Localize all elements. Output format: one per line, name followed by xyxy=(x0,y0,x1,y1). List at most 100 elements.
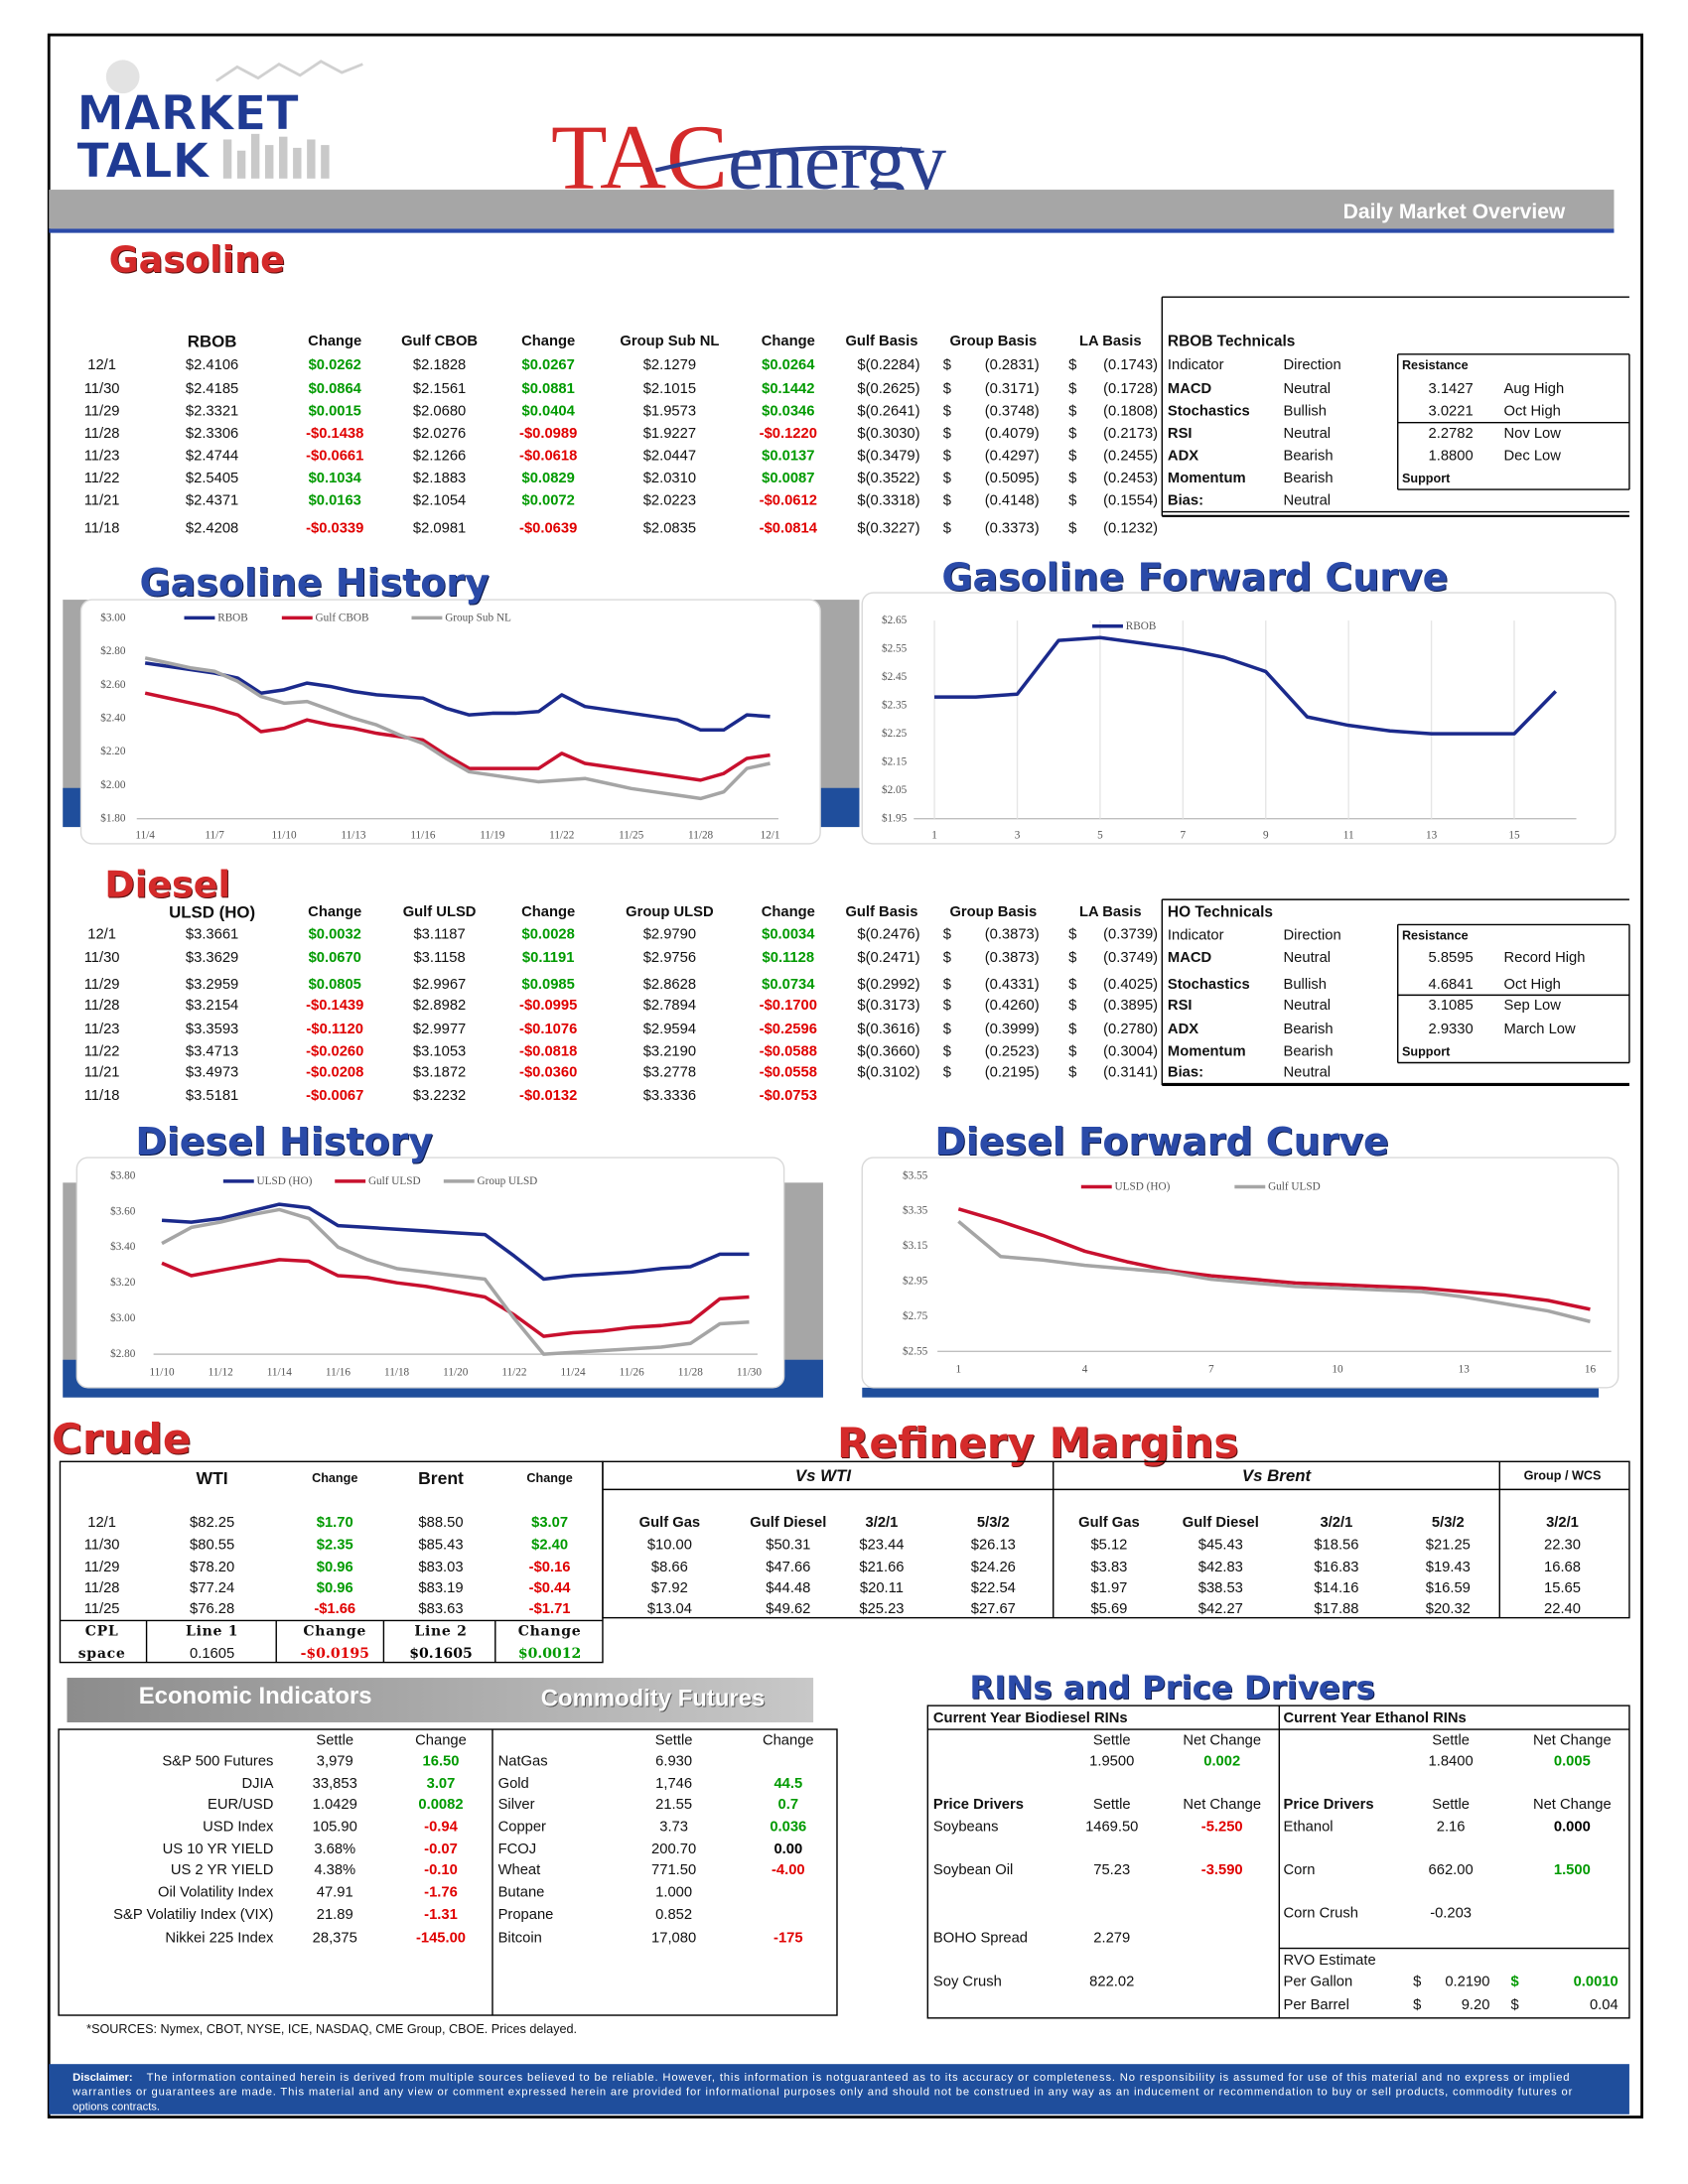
cell: Corn Crush xyxy=(1284,1905,1358,1921)
cell: $ xyxy=(943,357,951,373)
cell: March Low xyxy=(1503,1022,1575,1037)
x-tick-label: 11/10 xyxy=(149,1366,175,1378)
cell: $2.4106 xyxy=(186,357,238,373)
cell: 16.50 xyxy=(423,1753,460,1769)
cell: 822.02 xyxy=(1089,1974,1134,1989)
series-line xyxy=(161,1202,750,1282)
cell: 21.89 xyxy=(317,1907,353,1923)
cell: $0.0864 xyxy=(309,381,362,397)
cell: $44.48 xyxy=(766,1580,810,1596)
column-header: Gulf ULSD xyxy=(403,904,477,920)
cell: 1.500 xyxy=(1554,1862,1591,1878)
cell: -$1.66 xyxy=(314,1601,355,1617)
cell: ADX xyxy=(1168,448,1198,464)
y-tick-label: $3.40 xyxy=(110,1241,136,1253)
cell: USD Index xyxy=(203,1819,274,1835)
column-header: Group ULSD xyxy=(626,904,714,920)
x-tick-label: 10 xyxy=(1332,1364,1343,1376)
cell: $7.92 xyxy=(651,1580,688,1596)
cell: $27.67 xyxy=(971,1601,1016,1617)
section-title: Crude xyxy=(52,1415,191,1463)
y-tick-label: $2.35 xyxy=(882,700,908,712)
cell: NatGas xyxy=(498,1753,548,1769)
x-tick-label: 13 xyxy=(1459,1364,1471,1376)
cell: Oct High xyxy=(1503,403,1560,419)
cell: (0.3749) xyxy=(1103,950,1158,966)
cell: Settle xyxy=(316,1732,353,1748)
cell: 3.1427 xyxy=(1429,381,1474,397)
y-tick-label: $3.15 xyxy=(903,1240,928,1252)
column-header: 3/2/1 xyxy=(866,1515,899,1531)
column-header: Change xyxy=(308,334,361,349)
cell: -$0.0618 xyxy=(519,448,577,464)
column-header: Gulf Diesel xyxy=(1183,1515,1259,1531)
cell: $2.9967 xyxy=(413,977,466,993)
y-tick-label: $3.00 xyxy=(110,1312,136,1324)
cell: $0.0262 xyxy=(309,357,361,373)
cell: -$0.0661 xyxy=(306,448,363,464)
cell: 11/21 xyxy=(84,1064,120,1080)
cell: (0.1808) xyxy=(1103,403,1158,419)
cell: 1469.50 xyxy=(1085,1819,1138,1835)
cell: $2.3321 xyxy=(186,403,238,419)
x-tick-label: 7 xyxy=(1208,1364,1214,1376)
cell: 11/22 xyxy=(84,1043,120,1059)
cell: Settle xyxy=(1432,1732,1470,1748)
cell: $0.0985 xyxy=(522,977,575,993)
cell: Support xyxy=(1402,1044,1451,1058)
cell: $ xyxy=(1413,1997,1421,2013)
cell: $0.0805 xyxy=(309,977,361,993)
disclaimer-text: warranties or guarantees are made. This … xyxy=(71,2086,1572,2098)
cell: Sep Low xyxy=(1503,998,1561,1014)
cell: $ xyxy=(1068,977,1076,993)
cell: -$0.1076 xyxy=(519,1022,577,1037)
column-header: LA Basis xyxy=(1079,334,1142,349)
cell: 0.7 xyxy=(778,1797,799,1813)
series-line xyxy=(144,691,771,782)
disclaimer-band xyxy=(49,2064,1629,2115)
x-tick-label: 11/7 xyxy=(205,830,224,842)
y-tick-label: $2.95 xyxy=(903,1275,928,1287)
x-tick-label: 4 xyxy=(1082,1364,1088,1376)
y-tick-label: $2.00 xyxy=(100,779,126,791)
technicals-title: RBOB Technicals xyxy=(1168,334,1295,350)
cell: Line 1 xyxy=(186,1624,238,1640)
cell: 1.0429 xyxy=(313,1797,357,1813)
y-tick-label: $2.80 xyxy=(110,1348,136,1360)
column-header: Gulf Gas xyxy=(1078,1515,1139,1531)
series-line xyxy=(957,1220,1591,1323)
cell: 3.68% xyxy=(314,1842,355,1857)
cell: 3.1085 xyxy=(1429,998,1474,1014)
y-tick-label: $2.45 xyxy=(882,671,908,683)
cell: $5.69 xyxy=(1090,1601,1127,1617)
disclaimer-text: options contracts. xyxy=(72,2102,160,2114)
cell: $2.1279 xyxy=(643,357,696,373)
y-tick-label: $3.20 xyxy=(110,1277,136,1289)
cell: 11/23 xyxy=(84,448,120,464)
cell: $2.1828 xyxy=(413,357,466,373)
cell: Neutral xyxy=(1284,1064,1332,1080)
cell: 1.8800 xyxy=(1429,448,1474,464)
section-title: Gasoline xyxy=(109,238,285,281)
cell: Butane xyxy=(498,1884,545,1900)
cell: (0.3873) xyxy=(985,950,1040,966)
refinery-box xyxy=(602,1460,1630,1619)
cell: Bearish xyxy=(1284,1022,1334,1037)
cell: -$0.44 xyxy=(529,1580,572,1596)
cell: $2.9790 xyxy=(643,926,696,942)
column-header: Gulf Diesel xyxy=(750,1515,826,1531)
cell: 200.70 xyxy=(651,1842,696,1857)
cell: Bitcoin xyxy=(498,1931,542,1947)
cell: MACD xyxy=(1168,950,1212,966)
econ-title: Economic Indicators xyxy=(139,1683,372,1709)
cell: (0.3999) xyxy=(985,1022,1040,1037)
x-tick-label: 11/30 xyxy=(737,1366,763,1378)
cell: $50.31 xyxy=(766,1538,810,1554)
cell: -$0.16 xyxy=(529,1560,571,1575)
sources: *SOURCES: Nymex, CBOT, NYSE, ICE, NASDAQ… xyxy=(86,2022,577,2036)
cell: -$0.0339 xyxy=(306,520,363,536)
cell: -$0.0360 xyxy=(519,1064,577,1080)
cell: Settle xyxy=(1093,1732,1131,1748)
cell: Indicator xyxy=(1168,928,1224,944)
column-header: LA Basis xyxy=(1079,904,1142,920)
